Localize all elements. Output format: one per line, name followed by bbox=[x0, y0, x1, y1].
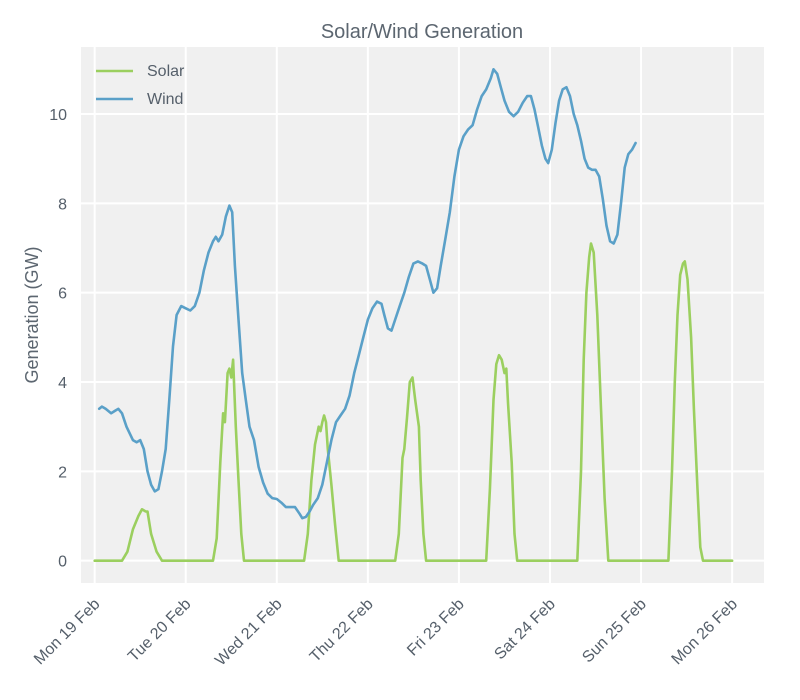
series-line-wind bbox=[97, 68, 637, 520]
y-tick-label: 8 bbox=[58, 196, 67, 213]
y-axis-label: Generation (GW) bbox=[22, 246, 42, 383]
series-line-solar bbox=[93, 242, 734, 562]
legend-label-wind: Wind bbox=[147, 91, 183, 108]
y-tick-label: 6 bbox=[58, 286, 67, 303]
grid-lines bbox=[81, 47, 764, 583]
chart-title: Solar/Wind Generation bbox=[321, 21, 523, 43]
y-tick-label: 4 bbox=[58, 375, 67, 392]
y-axis-ticks: 0 2 4 6 8 10 bbox=[49, 107, 67, 571]
series-lines bbox=[93, 68, 734, 562]
y-tick-label: 0 bbox=[58, 554, 67, 571]
y-tick-label: 2 bbox=[58, 464, 67, 481]
y-tick-label: 10 bbox=[49, 107, 67, 124]
legend-label-solar: Solar bbox=[147, 63, 185, 80]
legend: Solar Wind bbox=[96, 63, 185, 108]
